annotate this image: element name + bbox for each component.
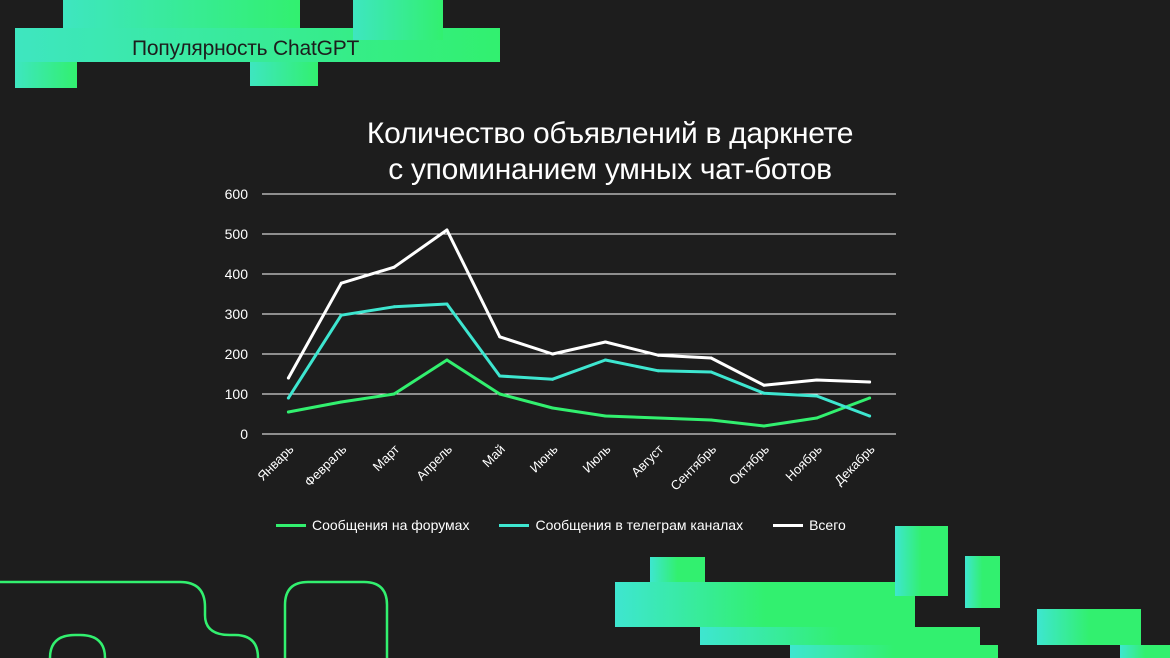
x-tick-label: Июль	[579, 441, 613, 475]
data-point	[498, 335, 502, 339]
data-point	[656, 416, 660, 420]
legend-swatch-forums	[276, 523, 306, 527]
y-tick-label: 100	[225, 386, 249, 402]
series-line-2	[286, 228, 872, 387]
x-tick-label: Март	[370, 441, 403, 474]
data-point	[551, 406, 555, 410]
data-point	[656, 353, 660, 357]
slide-header-label: Популярность ChatGPT	[132, 37, 360, 60]
x-tick-label: Февраль	[301, 441, 349, 489]
data-point	[656, 369, 660, 373]
x-tick-label: Июнь	[527, 441, 561, 475]
data-point	[762, 424, 766, 428]
data-point	[603, 340, 607, 344]
legend-item-forums: Сообщения на форумах	[276, 517, 469, 533]
series-0	[286, 358, 872, 428]
legend-label-total: Всего	[809, 517, 846, 533]
data-point	[392, 392, 396, 396]
x-tick-label: Август	[628, 441, 666, 479]
data-point	[286, 410, 290, 414]
data-point	[709, 418, 713, 422]
y-tick-label: 400	[225, 266, 249, 282]
y-tick-label: 0	[240, 426, 248, 442]
data-point	[603, 414, 607, 418]
legend-label-telegram: Сообщения в телеграм каналах	[535, 517, 744, 533]
chart-series	[286, 228, 872, 428]
y-axis-ticks: 0 100 200 300 400 500 600	[225, 186, 249, 442]
bottom-right-pixel-cluster	[615, 526, 1170, 658]
data-point	[815, 394, 819, 398]
data-point	[762, 383, 766, 387]
y-tick-label: 500	[225, 226, 249, 242]
legend-item-total: Всего	[773, 517, 846, 533]
legend-swatch-telegram	[499, 523, 530, 527]
data-point	[815, 416, 819, 420]
y-tick-label: 300	[225, 306, 249, 322]
data-point	[286, 396, 290, 400]
data-point	[339, 281, 343, 285]
data-point	[392, 265, 396, 269]
x-tick-label: Октябрь	[726, 441, 772, 487]
legend-item-telegram: Сообщения в телеграм каналах	[499, 517, 743, 533]
chart-legend: Сообщения на форумах Сообщения в телегра…	[276, 517, 876, 533]
data-point	[498, 392, 502, 396]
data-point	[709, 370, 713, 374]
x-axis-ticks: Январь Февраль Март Апрель Май Июнь Июль Август…	[254, 441, 877, 493]
legend-swatch-total	[773, 523, 804, 527]
x-tick-label: Май	[479, 442, 508, 471]
data-point	[709, 356, 713, 360]
x-tick-label: Сентябрь	[667, 441, 719, 493]
data-point	[445, 302, 449, 306]
chart-title-line-2: с упоминанием умных чат-ботов	[388, 153, 832, 186]
series-line-0	[286, 358, 872, 428]
series-2	[286, 228, 872, 387]
chart-title: Количество объявлений в даркнете с упоми…	[210, 116, 1010, 188]
series-1	[286, 302, 872, 418]
data-point	[445, 358, 449, 362]
top-left-pixel-cluster	[15, 0, 500, 88]
bottom-left-neon-outlines	[0, 580, 389, 658]
x-tick-label: Январь	[254, 441, 296, 483]
chart-title-line-1: Количество объявлений в даркнете	[366, 117, 854, 150]
data-point	[868, 380, 872, 384]
data-point	[445, 228, 449, 232]
x-tick-label: Апрель	[413, 441, 455, 483]
data-point	[392, 305, 396, 309]
y-tick-label: 600	[225, 186, 249, 202]
x-tick-label: Декабрь	[831, 441, 878, 488]
data-point	[551, 377, 555, 381]
data-point	[868, 414, 872, 418]
y-tick-label: 200	[225, 346, 249, 362]
data-point	[339, 313, 343, 317]
data-point	[815, 378, 819, 382]
data-point	[551, 352, 555, 356]
series-line-1	[286, 302, 872, 418]
data-point	[339, 400, 343, 404]
data-point	[286, 376, 290, 380]
x-tick-label: Ноябрь	[782, 441, 825, 484]
legend-label-forums: Сообщения на форумах	[312, 517, 470, 533]
data-point	[762, 391, 766, 395]
data-point	[868, 396, 872, 400]
data-point	[498, 374, 502, 378]
data-point	[603, 358, 607, 362]
